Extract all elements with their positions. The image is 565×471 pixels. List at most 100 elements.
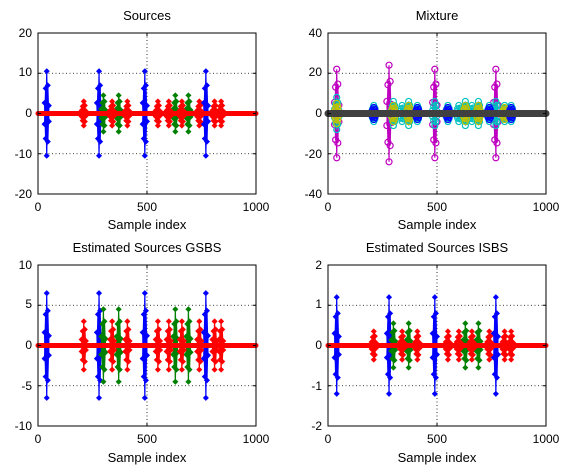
- x-tick-label: 0: [325, 200, 332, 214]
- data-point: [44, 377, 51, 384]
- data-point: [45, 102, 52, 109]
- data-point: [155, 102, 163, 109]
- data-point: [431, 294, 438, 301]
- tick-labels: 2 1 0 -1 -2 0 500 1000: [311, 258, 559, 446]
- series-red: [35, 98, 259, 129]
- data-point: [143, 102, 151, 109]
- data-point: [109, 98, 116, 105]
- data-point: [154, 366, 161, 373]
- data-point: [115, 92, 122, 99]
- data-point: [505, 338, 512, 346]
- data-point: [333, 390, 340, 397]
- panel-title: Sources: [123, 8, 171, 23]
- burst: [368, 328, 379, 363]
- data-point: [155, 358, 163, 365]
- panel-title: Estimated Sources ISBS: [366, 240, 509, 255]
- data-point: [94, 373, 101, 380]
- data-point: [178, 366, 185, 373]
- plot-area: [35, 265, 259, 426]
- data-point: [179, 358, 186, 365]
- x-tick-label: 1000: [533, 432, 560, 446]
- x-axis-label: Sample index: [398, 450, 477, 465]
- burst: [383, 294, 395, 397]
- data-point: [474, 117, 483, 126]
- data-point: [101, 318, 108, 325]
- data-point: [154, 98, 161, 105]
- data-point: [100, 378, 107, 385]
- data-point: [142, 82, 149, 89]
- data-point: [126, 112, 133, 119]
- data-point: [106, 336, 113, 343]
- data-point: [492, 97, 500, 106]
- data-point: [371, 351, 378, 358]
- data-point: [509, 333, 516, 340]
- data-point: [173, 318, 180, 325]
- data-point: [476, 327, 483, 334]
- data-point: [456, 333, 463, 340]
- data-point: [405, 364, 412, 371]
- data-point: [334, 103, 342, 111]
- data-point: [43, 290, 50, 297]
- data-point: [126, 337, 133, 344]
- data-point: [198, 112, 205, 119]
- data-point: [196, 122, 203, 129]
- panel-title: Estimated Sources GSBS: [73, 240, 222, 255]
- data-point: [106, 348, 113, 355]
- data-point: [499, 338, 506, 346]
- data-point: [389, 97, 397, 106]
- panel-title: Mixture: [416, 8, 459, 23]
- data-point: [477, 346, 484, 353]
- burst: [209, 318, 220, 373]
- y-tick-label: 2: [315, 258, 322, 272]
- data-point: [163, 348, 170, 355]
- data-point: [97, 377, 104, 384]
- data-point: [80, 122, 87, 129]
- data-point: [215, 336, 222, 343]
- data-point: [81, 326, 88, 333]
- series-red: [35, 318, 259, 373]
- data-point: [194, 336, 201, 343]
- data-point: [488, 345, 495, 352]
- data-point: [414, 328, 421, 335]
- data-point: [212, 358, 219, 365]
- data-point: [181, 108, 188, 115]
- data-point: [492, 121, 500, 130]
- burst: [331, 294, 342, 397]
- data-point: [165, 122, 172, 129]
- burst: [152, 98, 164, 129]
- data-point: [383, 354, 390, 361]
- data-point: [387, 310, 394, 317]
- burst: [183, 306, 194, 385]
- data-point: [179, 102, 186, 109]
- data-point: [335, 351, 342, 358]
- data-point: [98, 333, 105, 340]
- data-point: [463, 327, 470, 334]
- series-green: [98, 306, 194, 385]
- data-point: [173, 98, 180, 105]
- data-point: [211, 366, 218, 373]
- y-tick-label: 0: [25, 106, 32, 120]
- burst: [106, 98, 118, 129]
- data-point: [82, 337, 89, 344]
- data-point: [122, 348, 129, 355]
- data-point: [335, 333, 342, 340]
- burst: [176, 98, 188, 129]
- data-point: [172, 306, 179, 313]
- data-point: [501, 328, 508, 335]
- burst: [499, 328, 510, 363]
- data-point: [202, 152, 209, 159]
- tick-labels: 10 5 0 -5 -10 0 500 1000: [15, 258, 270, 446]
- burst: [209, 98, 220, 129]
- data-point: [445, 333, 453, 340]
- data-point: [386, 294, 393, 301]
- data-point: [157, 337, 164, 344]
- data-point: [200, 355, 207, 362]
- data-point: [176, 348, 183, 355]
- data-point: [197, 326, 204, 333]
- data-point: [139, 99, 146, 106]
- data-point: [331, 330, 338, 337]
- data-point: [203, 377, 210, 384]
- data-point: [81, 102, 88, 109]
- data-point: [154, 318, 161, 325]
- data-point: [82, 347, 89, 354]
